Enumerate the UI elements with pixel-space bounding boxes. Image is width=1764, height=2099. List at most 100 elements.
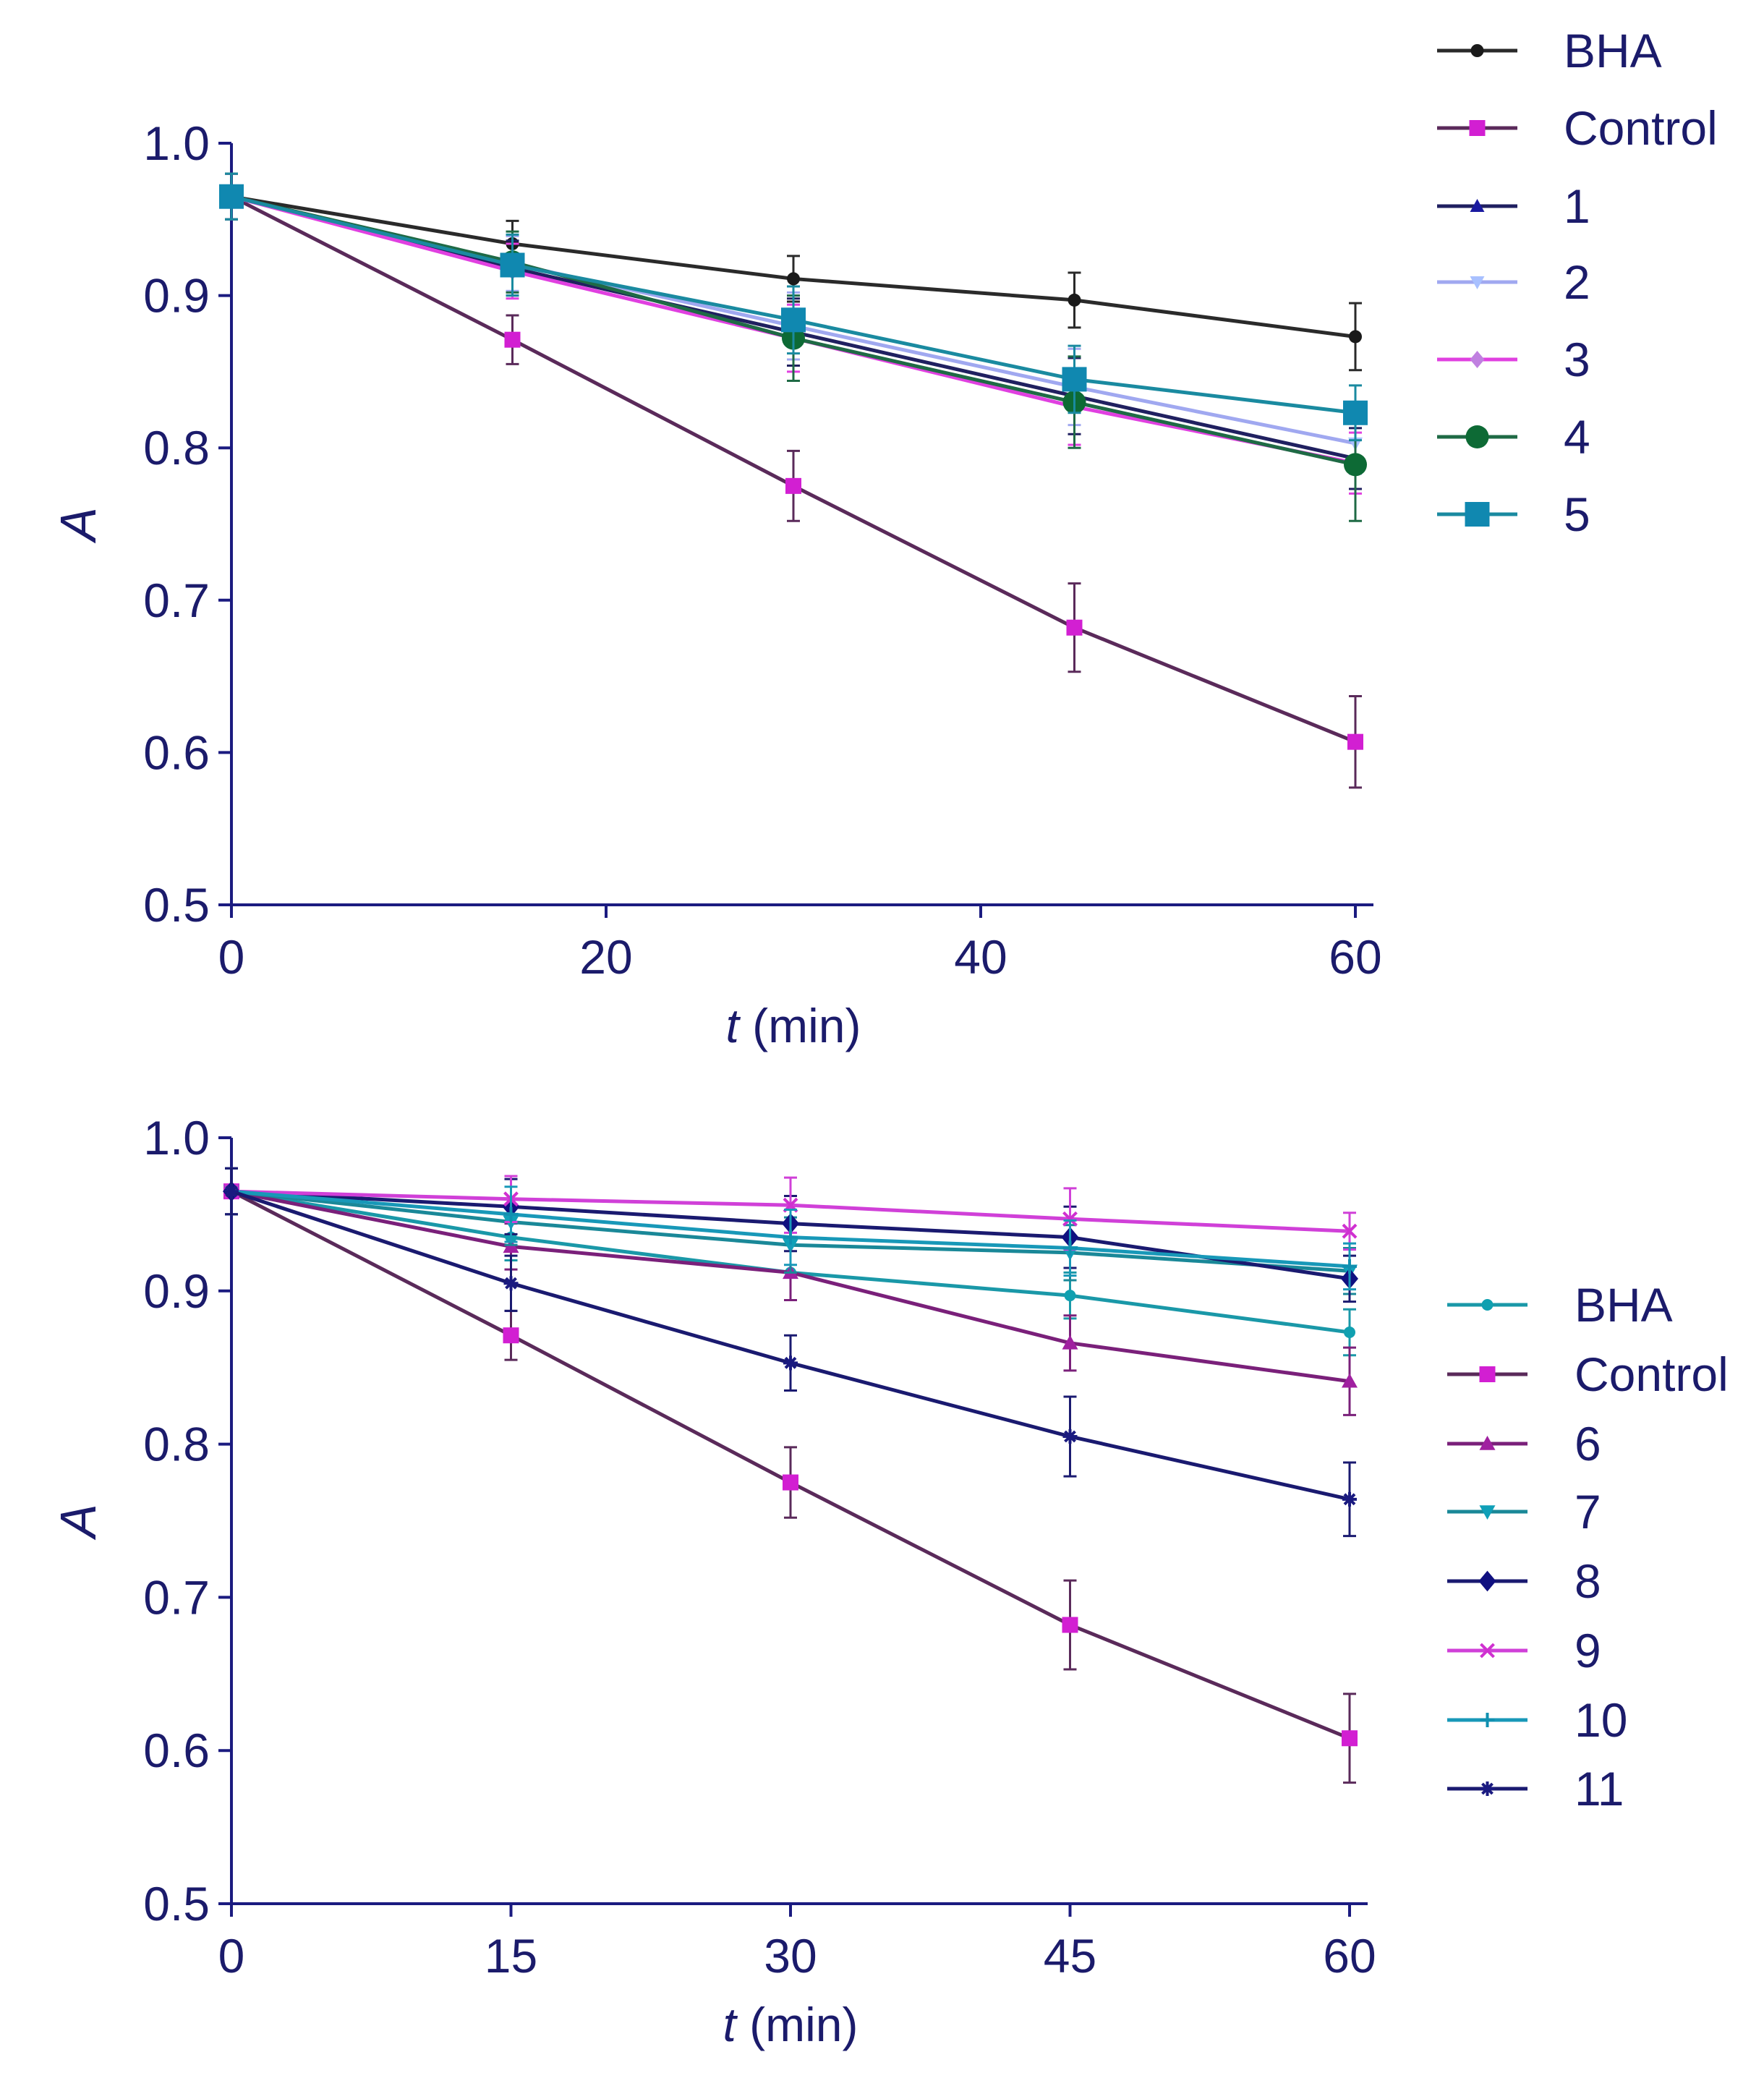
- bottom-legend-item: 11: [1447, 1762, 1624, 1815]
- bottom-data-point: [1062, 1334, 1078, 1350]
- bottom-legend-label: 10: [1575, 1693, 1627, 1747]
- bottom-legend-item: 8: [1447, 1554, 1601, 1608]
- bottom-legend-marker: [1479, 1366, 1496, 1382]
- bottom-legend-item: 10: [1447, 1693, 1627, 1747]
- top-data-point: [219, 184, 244, 209]
- bottom-y-tick-label: 0.5: [143, 1877, 210, 1930]
- bottom-y-tick-label: 0.6: [143, 1724, 210, 1777]
- bottom-legend-marker: [1480, 1643, 1495, 1659]
- top-data-point: [1062, 367, 1087, 392]
- bottom-data-point: [1342, 1373, 1358, 1388]
- bottom-y-tick-label: 0.8: [143, 1418, 210, 1471]
- bottom-data-point: [1062, 1240, 1078, 1256]
- bottom-data-point: [1342, 1730, 1358, 1747]
- bottom-data-point: [503, 1206, 519, 1222]
- bottom-x-axis-label-unit: (min): [736, 1998, 858, 2051]
- bottom-x-axis-label: t (min): [723, 1998, 858, 2051]
- top-legend: BHA Control 1 2 3 4 5: [1437, 24, 1718, 541]
- bottom-data-point: [1062, 1617, 1078, 1633]
- bottom-legend-item: Control: [1447, 1347, 1729, 1401]
- top-data-point: [781, 307, 806, 333]
- bottom-legend-label: 8: [1575, 1554, 1601, 1608]
- top-legend-label: BHA: [1564, 24, 1662, 77]
- top-data-point: [1347, 733, 1363, 750]
- top-x-axis-label: t (min): [726, 999, 861, 1052]
- top-x-tick-label: 40: [954, 930, 1007, 984]
- top-legend-label: 1: [1564, 179, 1590, 233]
- bottom-legend-marker: [1480, 1713, 1495, 1727]
- top-legend-item: 2: [1437, 255, 1590, 309]
- top-legend-item: Control: [1437, 101, 1718, 155]
- top-y-tick-label: 0.8: [143, 421, 210, 474]
- bottom-legend-marker: [1480, 1781, 1495, 1796]
- top-legend-label: 4: [1564, 410, 1590, 464]
- bottom-legend-label: 11: [1575, 1762, 1624, 1815]
- top-legend-label: 2: [1564, 255, 1590, 309]
- bottom-series-11: [224, 1167, 1357, 1538]
- bottom-legend-marker: [1478, 1570, 1496, 1592]
- bottom-y-tick-label: 0.7: [143, 1570, 210, 1624]
- top-x-tick-label: 60: [1329, 930, 1381, 984]
- top-data-point: [500, 252, 525, 278]
- top-series-control: [223, 172, 1363, 789]
- top-y-axis-label: A: [50, 507, 106, 544]
- top-legend-marker: [1470, 44, 1484, 57]
- bottom-legend-marker: [1479, 1505, 1496, 1520]
- top-legend-marker: [1465, 502, 1490, 527]
- top-series-5: [219, 172, 1368, 442]
- bottom-data-point: [1064, 1290, 1076, 1302]
- top-legend-label: 3: [1564, 333, 1590, 386]
- top-x-axis-label-var: t: [726, 999, 741, 1052]
- bottom-y-axis-label: A: [50, 1504, 106, 1541]
- top-legend-item: 5: [1437, 488, 1590, 541]
- bottom-legend-label: 6: [1575, 1417, 1601, 1470]
- top-legend-marker: [1469, 120, 1486, 136]
- bottom-data-point: [224, 1184, 239, 1199]
- top-y-tick-label: 0.5: [143, 878, 210, 932]
- top-data-point: [1066, 619, 1083, 636]
- top-data-point: [785, 477, 801, 494]
- top-y-tick-label: 0.7: [143, 574, 210, 627]
- bottom-legend-label: Control: [1575, 1347, 1729, 1401]
- top-x-axis-label-unit: (min): [739, 999, 861, 1052]
- bottom-x-axis-label-var: t: [723, 1998, 738, 2051]
- top-legend-label: Control: [1564, 101, 1718, 155]
- bottom-data-point: [503, 1276, 519, 1291]
- top-data-point: [1344, 453, 1367, 477]
- bottom-data-point: [783, 1355, 798, 1371]
- top-legend-marker: [1470, 199, 1485, 212]
- bottom-x-tick-label: 30: [764, 1929, 817, 1983]
- top-legend-item: 4: [1437, 410, 1590, 464]
- bottom-chart: 0.5 0.6 0.7 0.8 0.9 1.0 0 15 30 45 60 t (min) A BHA Co…: [50, 1111, 1729, 2051]
- bottom-legend-item: 6: [1447, 1417, 1601, 1470]
- top-legend-marker: [1465, 425, 1489, 448]
- bottom-legend-label: 9: [1575, 1624, 1601, 1677]
- top-data-point: [1349, 330, 1362, 344]
- bottom-x-tick-label: 15: [485, 1929, 537, 1983]
- bottom-data-point: [783, 1474, 798, 1491]
- bottom-legend: BHA Control 6 7 8 9 10 11: [1447, 1278, 1729, 1815]
- top-legend-item: 3: [1437, 333, 1590, 386]
- bottom-data-point: [1344, 1326, 1355, 1338]
- top-data-point: [1343, 400, 1368, 425]
- bottom-data-point: [1342, 1223, 1358, 1239]
- bottom-data-point: [1062, 1429, 1078, 1444]
- bottom-legend-item: 7: [1447, 1485, 1601, 1538]
- bottom-legend-item: 9: [1447, 1624, 1601, 1677]
- bottom-x-tick-label: 0: [218, 1929, 245, 1983]
- bottom-legend-label: BHA: [1575, 1278, 1673, 1332]
- top-x-tick-label: 0: [218, 930, 245, 984]
- bottom-data-point: [1062, 1211, 1078, 1227]
- top-y-tick-label: 0.6: [143, 725, 210, 779]
- bottom-data-point: [783, 1230, 798, 1245]
- top-data-point: [1068, 293, 1081, 307]
- top-legend-item: 1: [1437, 179, 1590, 233]
- top-x-tick-label: 20: [579, 930, 632, 984]
- top-legend-label: 5: [1564, 488, 1590, 541]
- bottom-legend-item: BHA: [1447, 1278, 1673, 1332]
- bottom-data-point: [503, 1327, 519, 1344]
- top-data-point: [504, 331, 521, 348]
- bottom-x-tick-label: 60: [1323, 1929, 1376, 1983]
